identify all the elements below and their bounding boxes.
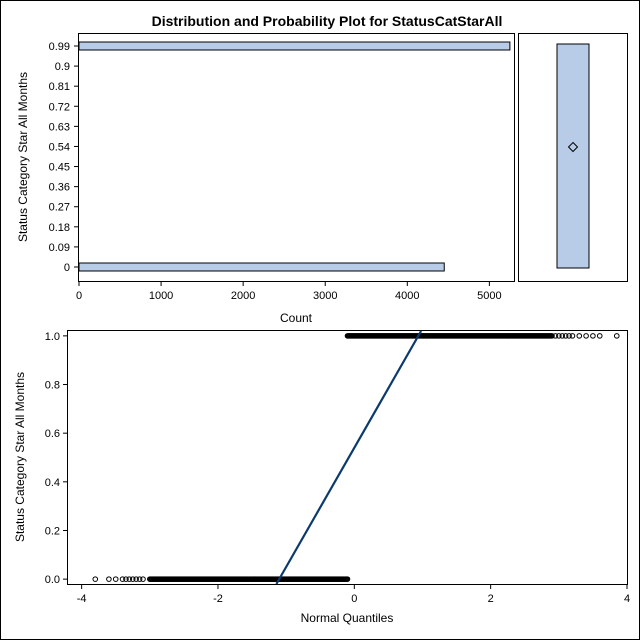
- histogram-y-tick-label: 0.72: [49, 101, 70, 113]
- qq-point-one: [576, 333, 583, 339]
- histogram-x-tick-label: 3000: [313, 290, 337, 302]
- histogram-y-tick-label: 0.81: [49, 81, 70, 93]
- qq-y-axis-label: Status Category Star All Months: [13, 372, 27, 542]
- qq-point-zero: [129, 576, 136, 582]
- histogram-y-tick-label: 0.9: [55, 61, 70, 73]
- qq-point-one: [552, 333, 559, 339]
- qq-y-tick-label: 0.4: [45, 477, 60, 489]
- qq-x-tick-label: -4: [77, 593, 87, 605]
- qq-x-axis-label: Normal Quantiles: [301, 611, 394, 625]
- histogram-y-tick-label: 0.09: [49, 242, 70, 254]
- qq-point-zero: [112, 576, 119, 582]
- histogram-x-tick-label: 0: [76, 290, 82, 302]
- mean-marker: [567, 141, 579, 153]
- qq-point-zero: [106, 576, 112, 582]
- qq-x-tick-label: -2: [213, 593, 223, 605]
- qq-point-one: [613, 333, 620, 339]
- histogram-y-tick-label: 0.27: [49, 202, 70, 214]
- histogram-y-tick-label: 0.63: [49, 121, 70, 133]
- qq-point-zero: [133, 576, 139, 582]
- qqplot-frame: [67, 330, 628, 585]
- qq-y-tick-label: 0.2: [45, 525, 60, 537]
- qq-point-one: [566, 333, 572, 339]
- qq-point-zero: [140, 576, 146, 582]
- histogram-layer: 0.99 0.9 0.81 0.72 0.63 0.54 0.45 0.36 0.27 0.18 0…: [49, 41, 511, 302]
- histogram-x-axis-label: Count: [280, 311, 313, 325]
- qq-point-one: [556, 333, 562, 339]
- histogram-y-axis-label: Status Category Star All Months: [16, 72, 30, 242]
- qq-point-one: [596, 333, 603, 339]
- histogram-x-tick-label: 5000: [477, 290, 501, 302]
- box: [556, 43, 590, 269]
- qq-point-zero: [92, 576, 99, 582]
- qqplot-layer: 0.0 0.2 0.4 0.6 0.8 1.0 -4 -2 0 2 4: [45, 330, 630, 605]
- qq-y-tick-label: 0.8: [45, 380, 60, 392]
- qq-point-zero: [136, 576, 143, 582]
- qq-point-one: [559, 333, 566, 339]
- qq-x-tick-label: 2: [488, 593, 494, 605]
- qq-reference-line: [275, 330, 423, 585]
- histogram-frame: [78, 33, 515, 282]
- histogram-y-tick-label: 0.54: [49, 141, 70, 153]
- histogram-bar: [78, 41, 511, 51]
- qq-point-zero: [344, 576, 351, 582]
- qq-point-one: [590, 333, 596, 339]
- qq-point-zero: [123, 576, 129, 582]
- chart-title: Distribution and Probability Plot for St…: [152, 13, 503, 29]
- histogram-y-tick-label: 0.18: [49, 222, 70, 234]
- boxplot-layer: [556, 43, 590, 269]
- histogram-x-tick-label: 1000: [149, 290, 173, 302]
- histogram-x-tick-label: 4000: [395, 290, 419, 302]
- qq-point-zero: [126, 576, 133, 582]
- qq-y-tick-label: 0.0: [45, 574, 60, 586]
- histogram-x-tick-label: 2000: [231, 290, 255, 302]
- qq-point-zero: [119, 576, 126, 582]
- qq-point-one: [569, 333, 576, 339]
- qq-x-tick-label: 0: [351, 593, 357, 605]
- histogram-bar: [78, 262, 445, 272]
- histogram-y-tick-label: 0.45: [49, 162, 70, 174]
- boxplot-frame: [518, 33, 628, 282]
- histogram-y-tick-label: 0: [64, 262, 70, 274]
- qq-point-one: [562, 333, 569, 339]
- qq-point-one: [583, 333, 589, 339]
- histogram-y-tick-label: 0.36: [49, 182, 70, 194]
- histogram-y-tick-label: 0.99: [49, 41, 70, 53]
- qq-point-one: [549, 333, 555, 339]
- qq-y-tick-label: 0.6: [45, 428, 60, 440]
- qq-y-tick-label: 1.0: [45, 331, 60, 343]
- qq-x-tick-label: 4: [624, 593, 630, 605]
